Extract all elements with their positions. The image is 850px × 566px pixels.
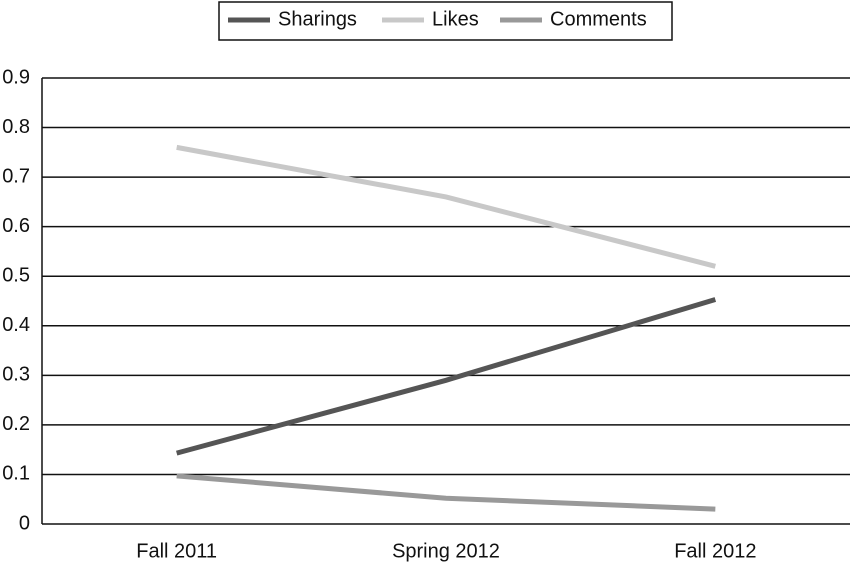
y-tick-label: 0.9	[2, 66, 30, 88]
x-tick-label: Spring 2012	[392, 540, 500, 562]
y-tick-label: 0.4	[2, 314, 30, 336]
y-tick-label: 0.2	[2, 413, 30, 435]
legend-label: Sharings	[278, 8, 357, 30]
y-tick-label: 0.6	[2, 215, 30, 237]
x-tick-label: Fall 2012	[674, 540, 756, 562]
legend-box	[218, 1, 673, 41]
y-tick-label: 0.5	[2, 265, 30, 287]
y-tick-label: 0.8	[2, 116, 30, 138]
legend-label: Comments	[550, 8, 647, 30]
x-tick-label: Fall 2011	[136, 540, 217, 562]
series-line	[176, 473, 716, 512]
y-tick-label: 0	[19, 512, 30, 534]
series-line	[176, 144, 716, 269]
y-tick-label: 0.1	[2, 463, 30, 485]
y-tick-label: 0.7	[2, 165, 30, 187]
legend-label: Likes	[432, 8, 479, 30]
series-line	[176, 297, 717, 456]
y-tick-label: 0.3	[2, 364, 30, 386]
